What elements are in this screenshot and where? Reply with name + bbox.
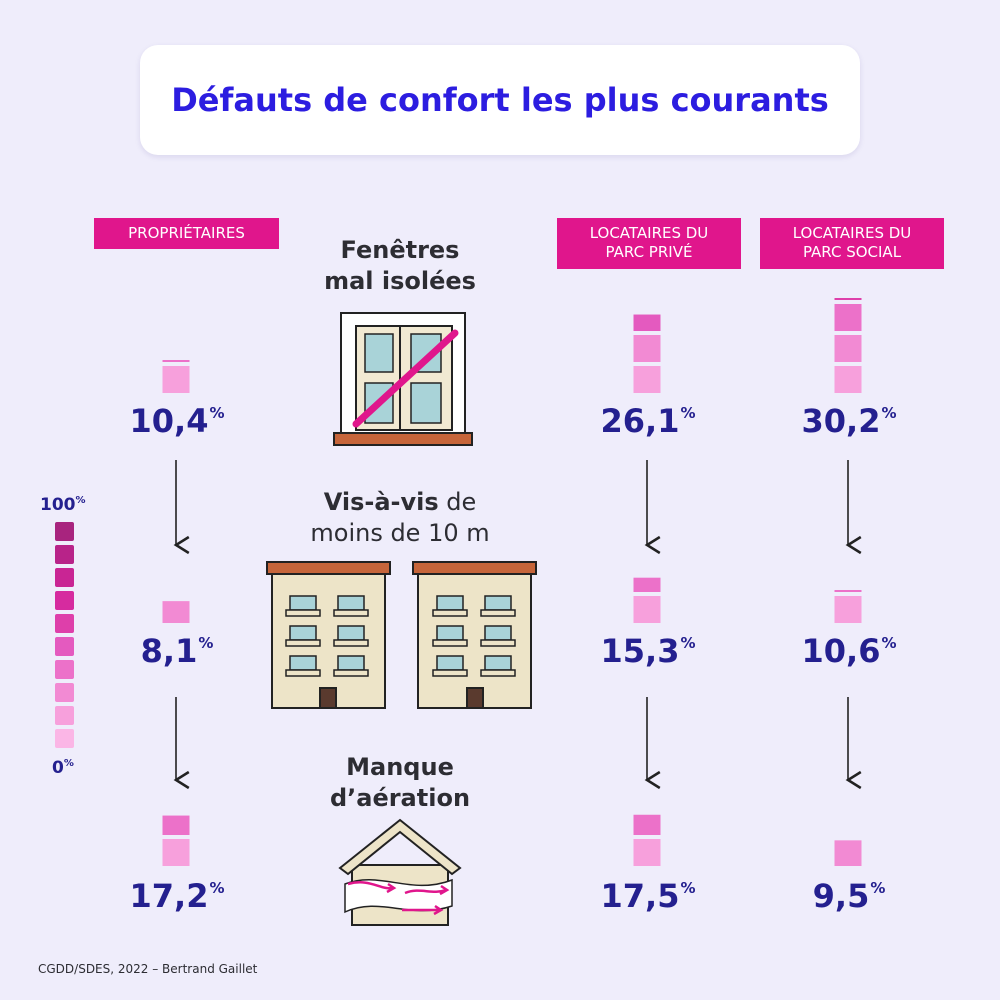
building-window <box>484 595 512 611</box>
bar-square <box>633 335 661 362</box>
bar-square <box>162 366 190 393</box>
title-card: Défauts de confort les plus courants <box>140 45 860 155</box>
flow-arrows <box>173 460 862 790</box>
building-window <box>289 595 317 611</box>
building-window <box>436 655 464 671</box>
value-social-windows: 30,2% <box>801 402 897 440</box>
value-owners-facing: 8,1% <box>140 632 214 670</box>
building-balcony <box>333 609 369 617</box>
group-label-private-renters: LOCATAIRES DU PARC PRIVÉ <box>557 218 741 269</box>
building-windows <box>285 595 516 677</box>
scale-step-4 <box>55 660 74 679</box>
group-label-private-line1: LOCATAIRES DU <box>589 224 709 242</box>
scale-max-label: 100% <box>40 495 86 515</box>
category-windows-line1: Fenêtres <box>340 236 460 264</box>
bar-partial-square <box>162 360 190 362</box>
scale-step-7 <box>55 591 74 610</box>
scale-step-10 <box>55 522 74 541</box>
building-window <box>484 655 512 671</box>
page-title: Défauts de confort les plus courants <box>171 81 829 119</box>
category-facing-bold: Vis-à-vis <box>323 488 439 516</box>
scale-step-6 <box>55 614 74 633</box>
scale-step-3 <box>55 683 74 702</box>
category-ventilation-line2: d’aération <box>329 784 471 812</box>
bar-partial-square <box>834 590 862 592</box>
building-balcony <box>432 669 468 677</box>
bar-square <box>834 596 862 623</box>
category-title-windows: Fenêtres mal isolées <box>300 235 500 297</box>
bar-partial-square <box>162 815 190 835</box>
category-facing-rest: de <box>438 488 477 516</box>
value-owners-ventilation: 17,2% <box>129 877 225 915</box>
category-ventilation-line1: Manque <box>346 753 454 781</box>
building-balcony <box>333 639 369 647</box>
scale-step-2 <box>55 706 74 725</box>
building-window <box>289 655 317 671</box>
bar-square <box>834 304 862 331</box>
group-label-social-line2: PARC SOCIAL <box>802 243 902 261</box>
bar-square <box>633 596 661 623</box>
value-owners-windows: 10,4% <box>129 402 225 440</box>
gradient-scale <box>55 522 74 748</box>
building-balcony <box>432 609 468 617</box>
value-private-facing: 15,3% <box>600 632 696 670</box>
building-window <box>337 595 365 611</box>
bar-marks <box>162 298 862 866</box>
house-ventilation-icon <box>338 818 462 926</box>
scale-step-8 <box>55 568 74 587</box>
building-window <box>484 625 512 641</box>
building-balcony <box>480 639 516 647</box>
building-balcony <box>432 639 468 647</box>
building-balcony <box>285 609 321 617</box>
building-balcony <box>480 669 516 677</box>
building-window <box>289 625 317 641</box>
building-window <box>337 625 365 641</box>
bar-partial-square <box>834 298 862 300</box>
building-window <box>436 625 464 641</box>
scale-step-1 <box>55 729 74 748</box>
category-title-facing: Vis-à-vis de moins de 10 m <box>280 487 520 549</box>
value-social-facing: 10,6% <box>801 632 897 670</box>
scale-min-label: 0% <box>52 758 74 778</box>
bar-square <box>162 839 190 866</box>
scale-step-9 <box>55 545 74 564</box>
value-private-ventilation: 17,5% <box>600 877 696 915</box>
building-balcony <box>333 669 369 677</box>
group-label-social-renters: LOCATAIRES DU PARC SOCIAL <box>760 218 944 269</box>
bar-partial-square <box>834 840 862 866</box>
source-credit: CGDD/SDES, 2022 – Bertrand Gaillet <box>38 962 258 976</box>
bar-square <box>633 366 661 393</box>
bar-partial-square <box>162 601 190 623</box>
value-social-ventilation: 9,5% <box>812 877 886 915</box>
bar-square <box>633 839 661 866</box>
category-facing-line2: moins de 10 m <box>310 519 490 547</box>
bar-partial-square <box>633 577 661 592</box>
value-private-windows: 26,1% <box>600 402 696 440</box>
building-balcony <box>285 669 321 677</box>
window-icon <box>333 312 473 446</box>
building-window <box>436 595 464 611</box>
building-balcony <box>480 609 516 617</box>
category-windows-line2: mal isolées <box>324 267 476 295</box>
bar-partial-square <box>633 314 661 331</box>
building-balcony <box>285 639 321 647</box>
scale-step-5 <box>55 637 74 656</box>
bar-square <box>834 335 862 362</box>
group-label-owners: PROPRIÉTAIRES <box>94 218 279 249</box>
bar-partial-square <box>633 814 661 835</box>
bar-square <box>834 366 862 393</box>
building-window <box>337 655 365 671</box>
category-title-ventilation: Manque d’aération <box>300 752 500 814</box>
group-label-owners-line1: PROPRIÉTAIRES <box>128 224 245 242</box>
group-label-social-line1: LOCATAIRES DU <box>792 224 912 242</box>
group-label-private-line2: PARC PRIVÉ <box>605 243 693 261</box>
